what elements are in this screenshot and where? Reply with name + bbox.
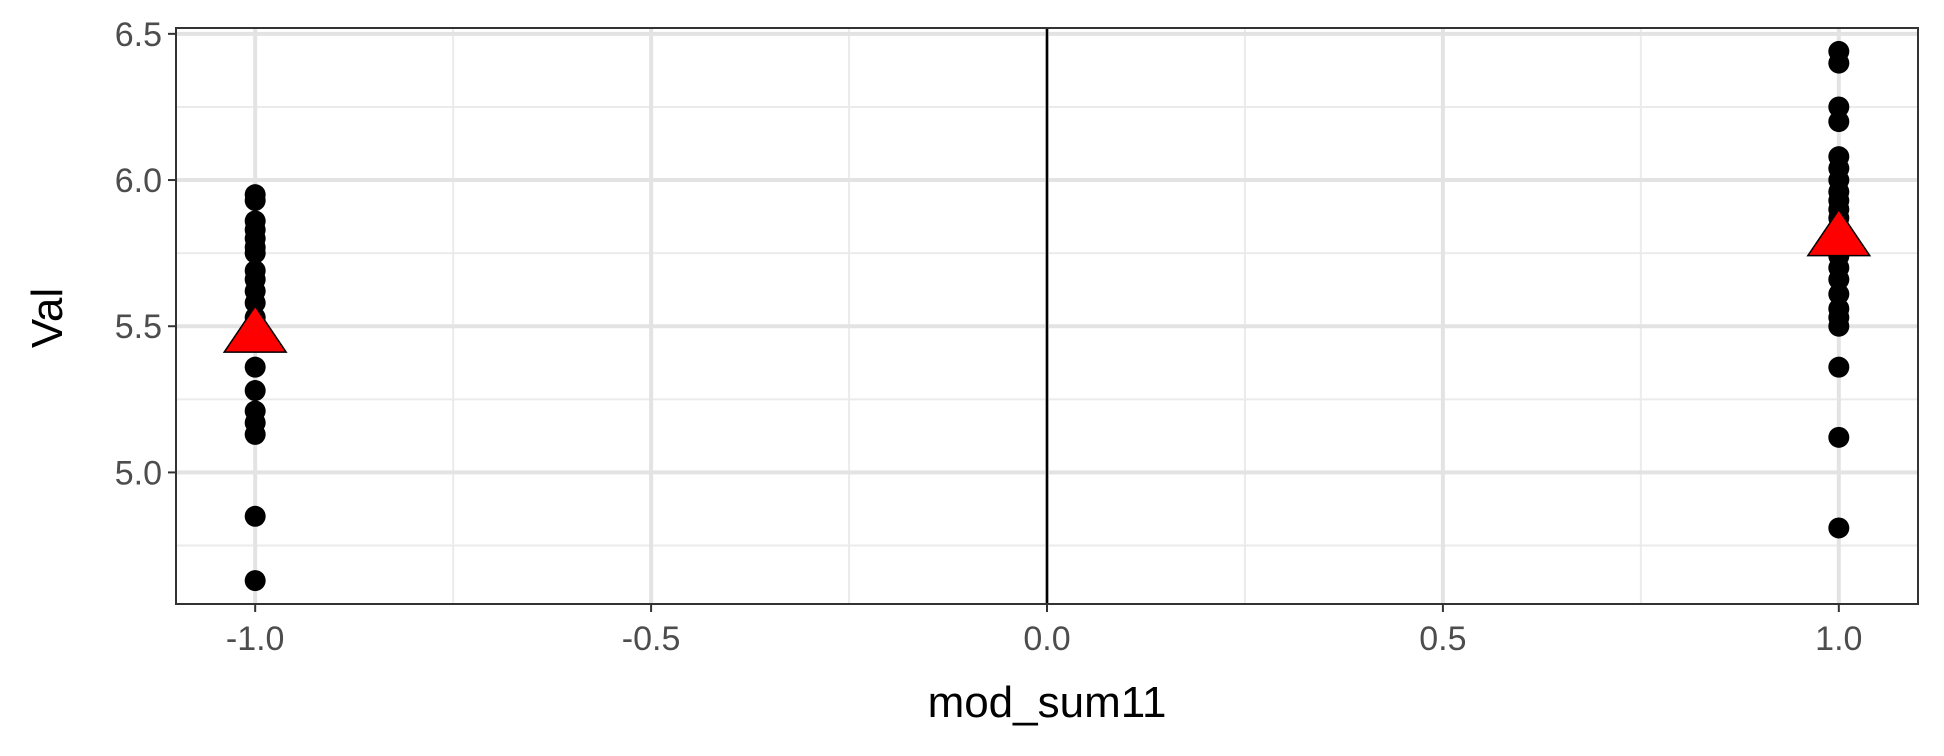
data-point bbox=[1828, 356, 1850, 378]
data-point bbox=[244, 242, 266, 264]
data-point bbox=[1828, 426, 1850, 448]
mean-marker bbox=[1806, 208, 1872, 257]
y-tick-label: 6.5 bbox=[115, 16, 162, 54]
data-point bbox=[244, 292, 266, 314]
data-point bbox=[244, 190, 266, 212]
data-point bbox=[1828, 517, 1850, 539]
x-tick-label: -0.5 bbox=[622, 620, 681, 658]
y-tick-label: 5.5 bbox=[115, 308, 162, 346]
x-tick-label: 0.5 bbox=[1419, 620, 1466, 658]
data-point bbox=[1828, 111, 1850, 133]
data-point bbox=[1828, 315, 1850, 337]
data-point bbox=[244, 380, 266, 402]
data-point bbox=[244, 570, 266, 592]
data-point bbox=[1828, 52, 1850, 74]
x-tick-label: 0.0 bbox=[1023, 620, 1070, 658]
mean-marker bbox=[222, 304, 288, 353]
y-axis-title: Val bbox=[23, 288, 72, 348]
x-tick-label: -1.0 bbox=[226, 620, 285, 658]
data-point bbox=[1828, 96, 1850, 118]
axes-layer: -1.0 -0.5 0.0 0.5 1.0 5.0 5.5 6.0 6.5 bbox=[115, 16, 1863, 658]
points-layer bbox=[222, 40, 1872, 592]
y-tick-label: 6.0 bbox=[115, 162, 162, 200]
data-point bbox=[1828, 283, 1850, 305]
data-point bbox=[244, 423, 266, 445]
data-point bbox=[244, 356, 266, 378]
data-point bbox=[244, 505, 266, 527]
y-tick-label: 5.0 bbox=[115, 454, 162, 492]
data-point bbox=[1828, 268, 1850, 290]
x-tick-label: 1.0 bbox=[1815, 620, 1862, 658]
x-axis-title: mod_sum11 bbox=[928, 678, 1167, 727]
